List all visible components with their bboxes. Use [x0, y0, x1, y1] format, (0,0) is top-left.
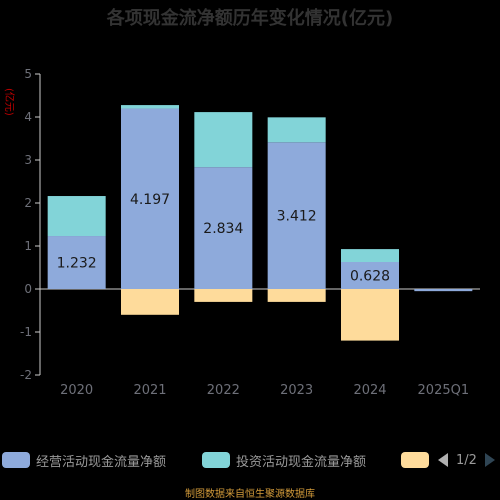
- bar-2022-series-0: [194, 167, 253, 289]
- bar-2022-series-2: [194, 289, 253, 302]
- bar-2024-series-2: [341, 289, 399, 341]
- legend-item-investing[interactable]: 投资活动现金流量净额: [202, 448, 366, 472]
- legend-pager: 1/2: [438, 448, 495, 472]
- data-label: 0.628: [350, 268, 390, 284]
- legend-swatch-operating: [2, 452, 30, 468]
- x-tick-label: 2024: [353, 383, 386, 398]
- legend-swatch-investing: [202, 452, 230, 468]
- y-tick-label: 5: [24, 67, 32, 81]
- bar-2023-series-2: [267, 289, 326, 302]
- data-label: 4.197: [130, 192, 170, 208]
- legend-item-financing[interactable]: [401, 448, 435, 472]
- bar-2023-series-1: [267, 117, 326, 143]
- bars: [47, 105, 473, 341]
- bar-2021-series-2: [121, 289, 179, 315]
- chart-title: 各项现金流净额历年变化情况(亿元): [106, 8, 394, 29]
- legend-item-operating[interactable]: 经营活动现金流量净额: [2, 448, 166, 472]
- legend-label-investing: 投资活动现金流量净额: [236, 454, 367, 470]
- y-tick-label: -1: [20, 325, 32, 339]
- x-tick-label: 2021: [133, 383, 166, 398]
- bar-2024-series-0: [341, 261, 399, 289]
- bar-2024-series-1: [341, 249, 399, 262]
- y-tick-label: 1: [24, 239, 32, 253]
- source-note: 制图数据来自恒生聚源数据库: [185, 489, 315, 500]
- data-label: 1.232: [57, 256, 97, 272]
- x-tick-label: 2025Q1: [418, 383, 470, 398]
- x-tick-label: 2022: [207, 383, 240, 398]
- data-label: 2.834: [203, 221, 243, 237]
- legend-label-operating: 经营活动现金流量净额: [36, 454, 167, 470]
- bar-2025Q1-series-0: [414, 289, 473, 292]
- cash-flow-chart: (亿元) 5 4 3 2 1 0 -1 -2 2020 2021 2022 2023 2024 2025Q…: [3, 67, 480, 398]
- y-tick-label: 0: [24, 282, 32, 296]
- axes: 5 4 3 2 1 0 -1 -2 2020 2021 2022 2023 2024 2025Q1: [20, 67, 480, 398]
- x-tick-label: 2020: [60, 383, 93, 398]
- bar-2020-series-0: [47, 236, 106, 289]
- triangle-left-icon[interactable]: [438, 453, 448, 467]
- bar-2023-series-0: [267, 142, 326, 289]
- data-label: 3.412: [277, 209, 317, 225]
- bar-2021-series-1: [121, 105, 179, 109]
- legend-swatch-financing: [401, 452, 429, 468]
- bar-2021-series-0: [121, 108, 179, 290]
- legend-page-indicator: 1/2: [456, 452, 477, 468]
- triangle-right-icon[interactable]: [484, 453, 495, 467]
- y-tick-label: -2: [20, 368, 32, 382]
- legend: 经营活动现金流量净额 投资活动现金流量净额 1/2: [0, 448, 500, 472]
- x-tick-label: 2023: [280, 383, 313, 398]
- y-tick-label: 4: [24, 110, 32, 124]
- y-axis-unit-label: (亿元): [3, 88, 16, 116]
- y-tick-label: 2: [24, 196, 32, 210]
- y-tick-label: 3: [24, 153, 32, 167]
- data-labels: 1.232 4.197 2.834 3.412 0.628: [57, 192, 390, 285]
- bar-2022-series-1: [194, 112, 253, 168]
- bar-2020-series-1: [47, 196, 106, 237]
